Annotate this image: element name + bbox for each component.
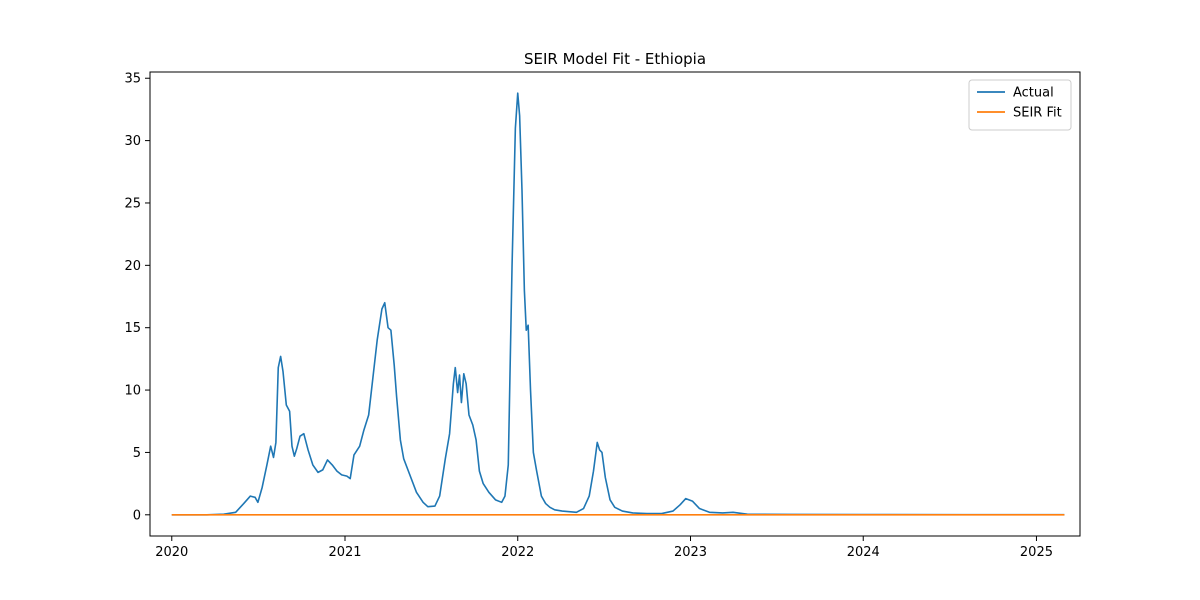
y-tick-label: 0	[133, 508, 141, 523]
y-tick-label: 20	[124, 259, 141, 274]
legend-label: Actual	[1013, 86, 1054, 101]
x-tick-label: 2025	[1020, 545, 1053, 560]
plot-area	[171, 92, 1065, 516]
y-tick-label: 15	[124, 321, 141, 336]
legend-label: SEIR Fit	[1013, 106, 1062, 121]
x-tick-label: 2023	[674, 545, 707, 560]
series-line-actual	[171, 92, 1065, 516]
y-tick-label: 30	[124, 134, 141, 149]
y-tick-label: 10	[124, 384, 141, 399]
x-tick-label: 2024	[847, 545, 880, 560]
x-tick-label: 2021	[328, 545, 361, 560]
x-tick-label: 2022	[501, 545, 534, 560]
y-tick-label: 25	[124, 196, 141, 211]
y-tick-label: 5	[133, 446, 141, 461]
chart-title: SEIR Model Fit - Ethiopia	[524, 50, 706, 68]
axes-frame	[149, 71, 1081, 537]
legend: Actual SEIR Fit	[968, 79, 1072, 131]
x-tick-label: 2020	[155, 545, 188, 560]
y-tick-label: 35	[124, 72, 141, 87]
